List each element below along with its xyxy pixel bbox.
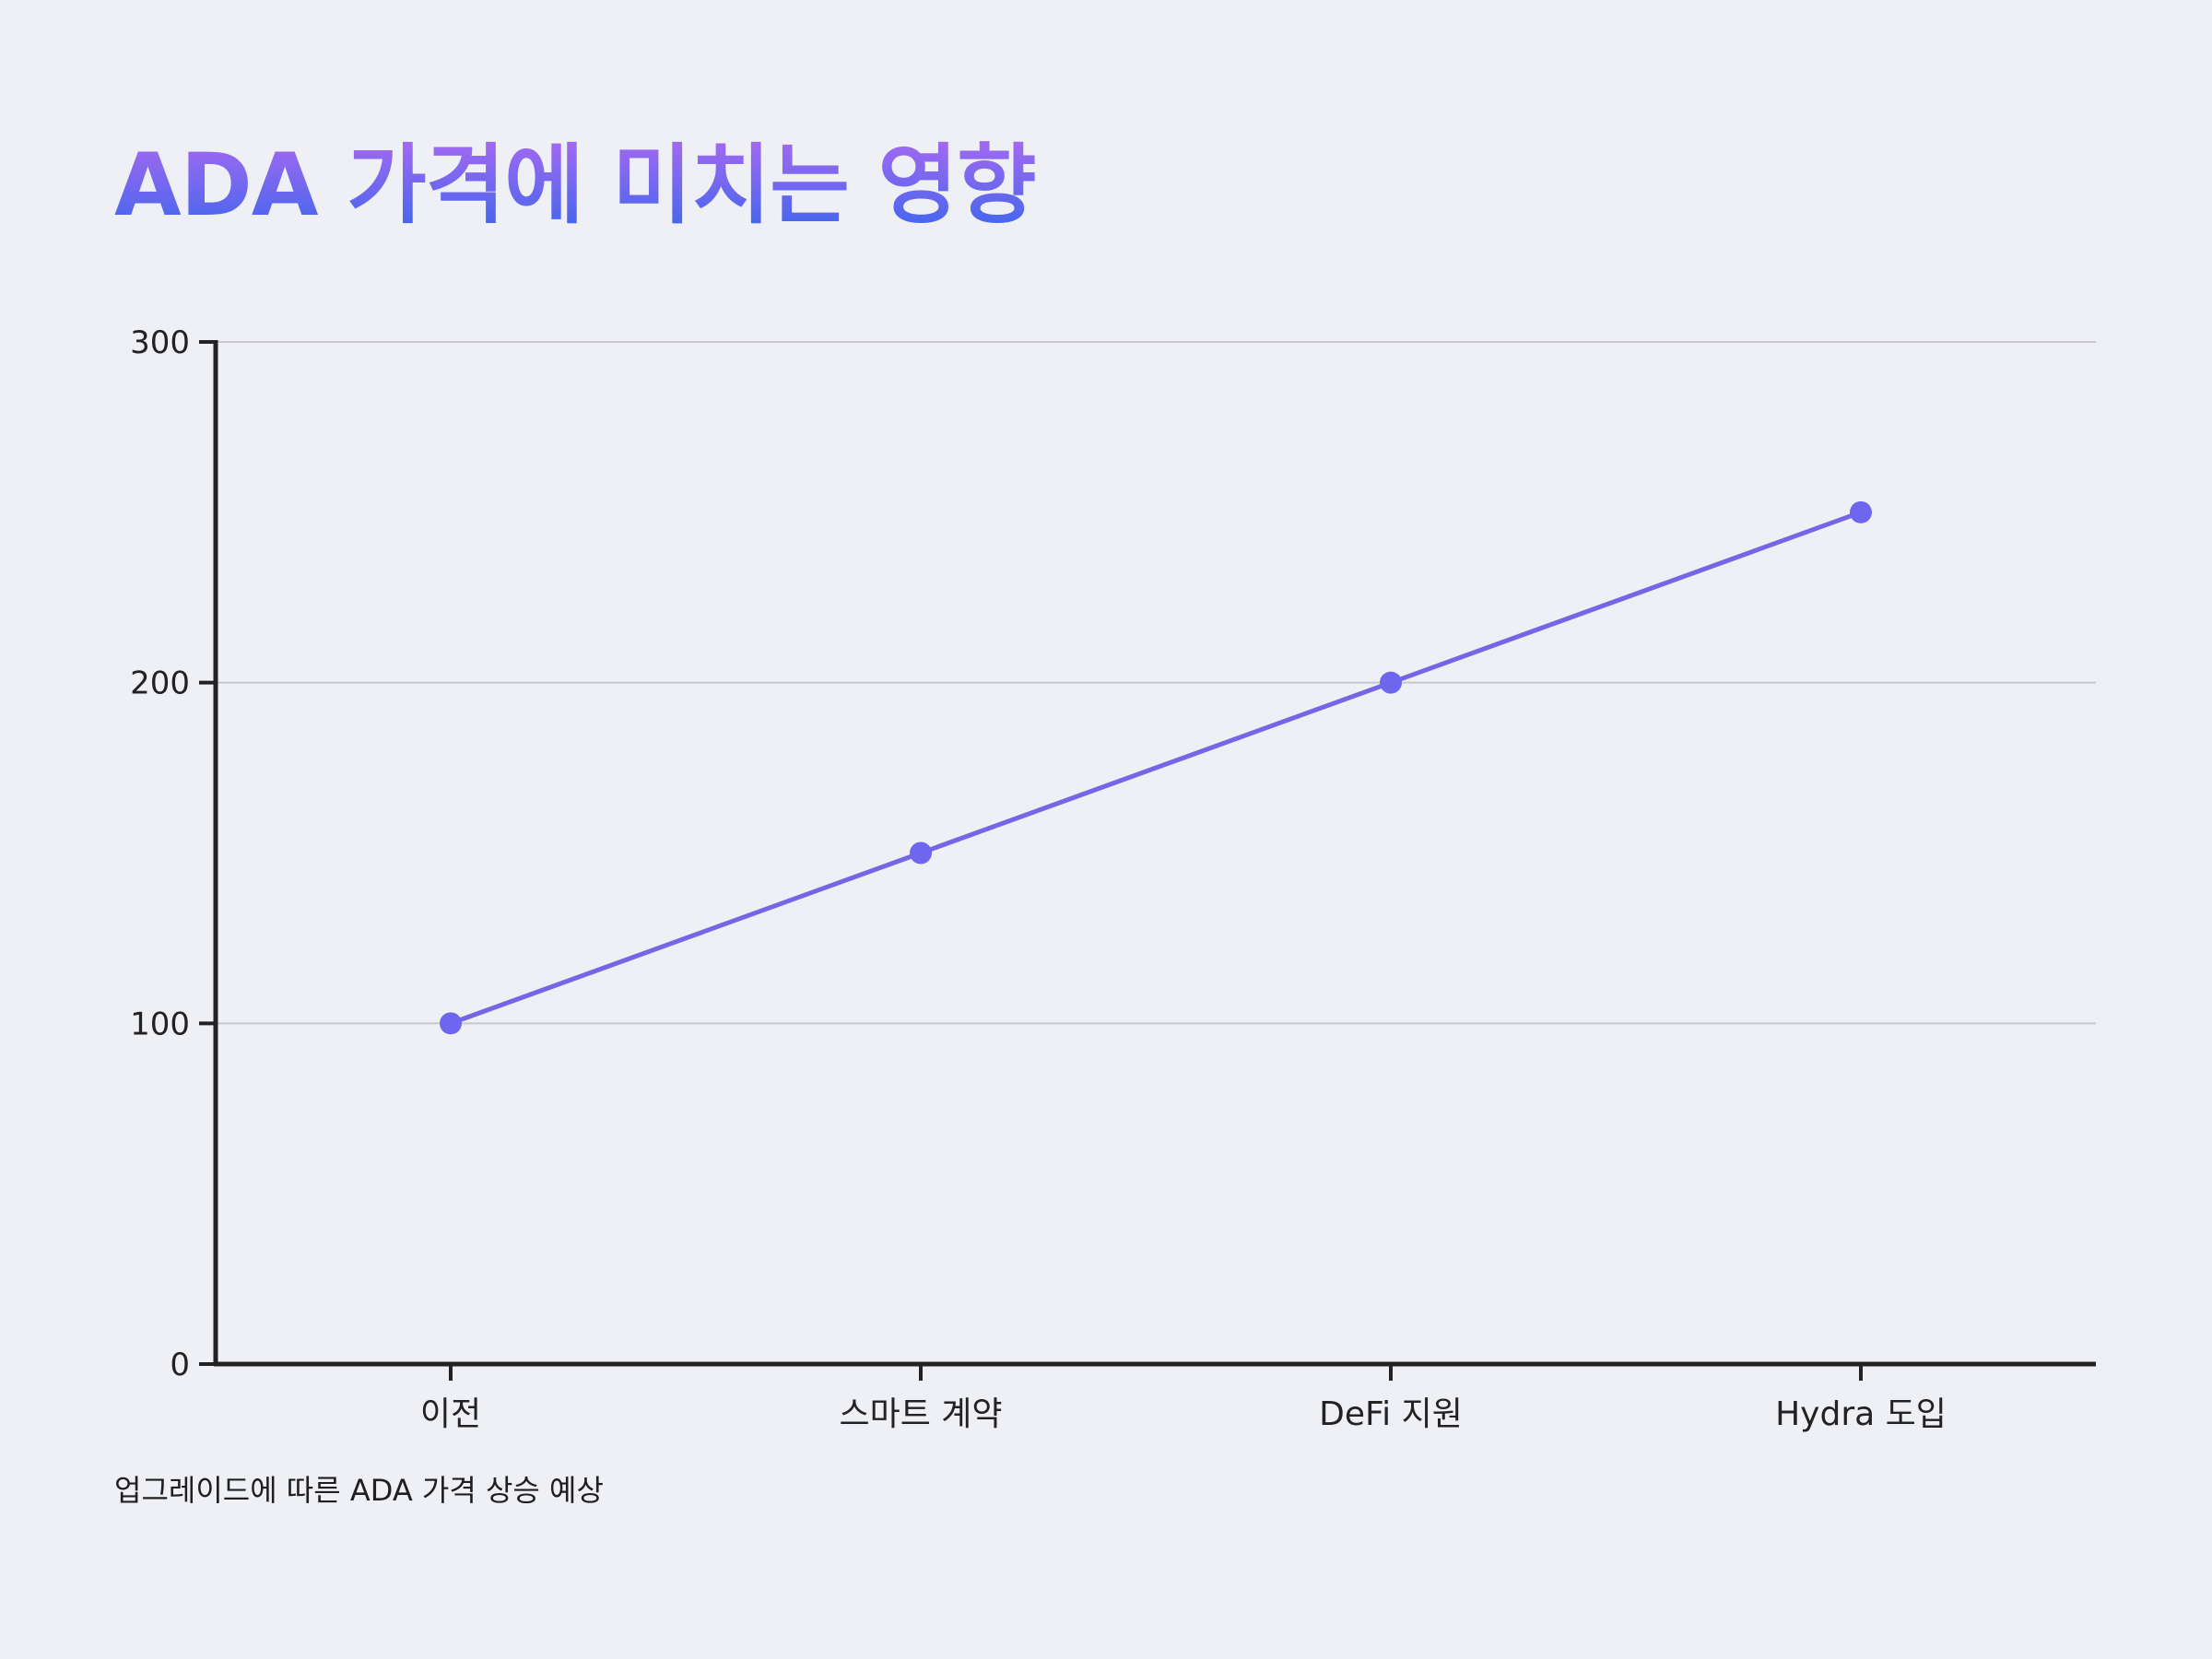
x-tick-label: DeFi 지원 <box>1319 1395 1463 1433</box>
data-point <box>910 841 932 865</box>
x-tick-label: 이전 <box>420 1395 481 1433</box>
y-tick-label: 200 <box>130 665 190 702</box>
data-point <box>440 1012 462 1035</box>
x-tick-label: 스마트 계약 <box>839 1395 1002 1433</box>
chart-caption: 업그레이드에 따른 ADA 가격 상승 예상 <box>114 1473 604 1508</box>
chart-title: ADA 가격에 미치는 영향 <box>114 135 1037 236</box>
data-point <box>1380 671 1402 694</box>
x-tick-label: Hydra 도입 <box>1775 1395 1947 1433</box>
data-point <box>1850 500 1872 524</box>
y-tick-label: 300 <box>130 324 190 361</box>
y-tick-label: 0 <box>170 1347 190 1383</box>
y-tick-label: 100 <box>130 1006 190 1042</box>
series-line <box>448 510 1864 1026</box>
